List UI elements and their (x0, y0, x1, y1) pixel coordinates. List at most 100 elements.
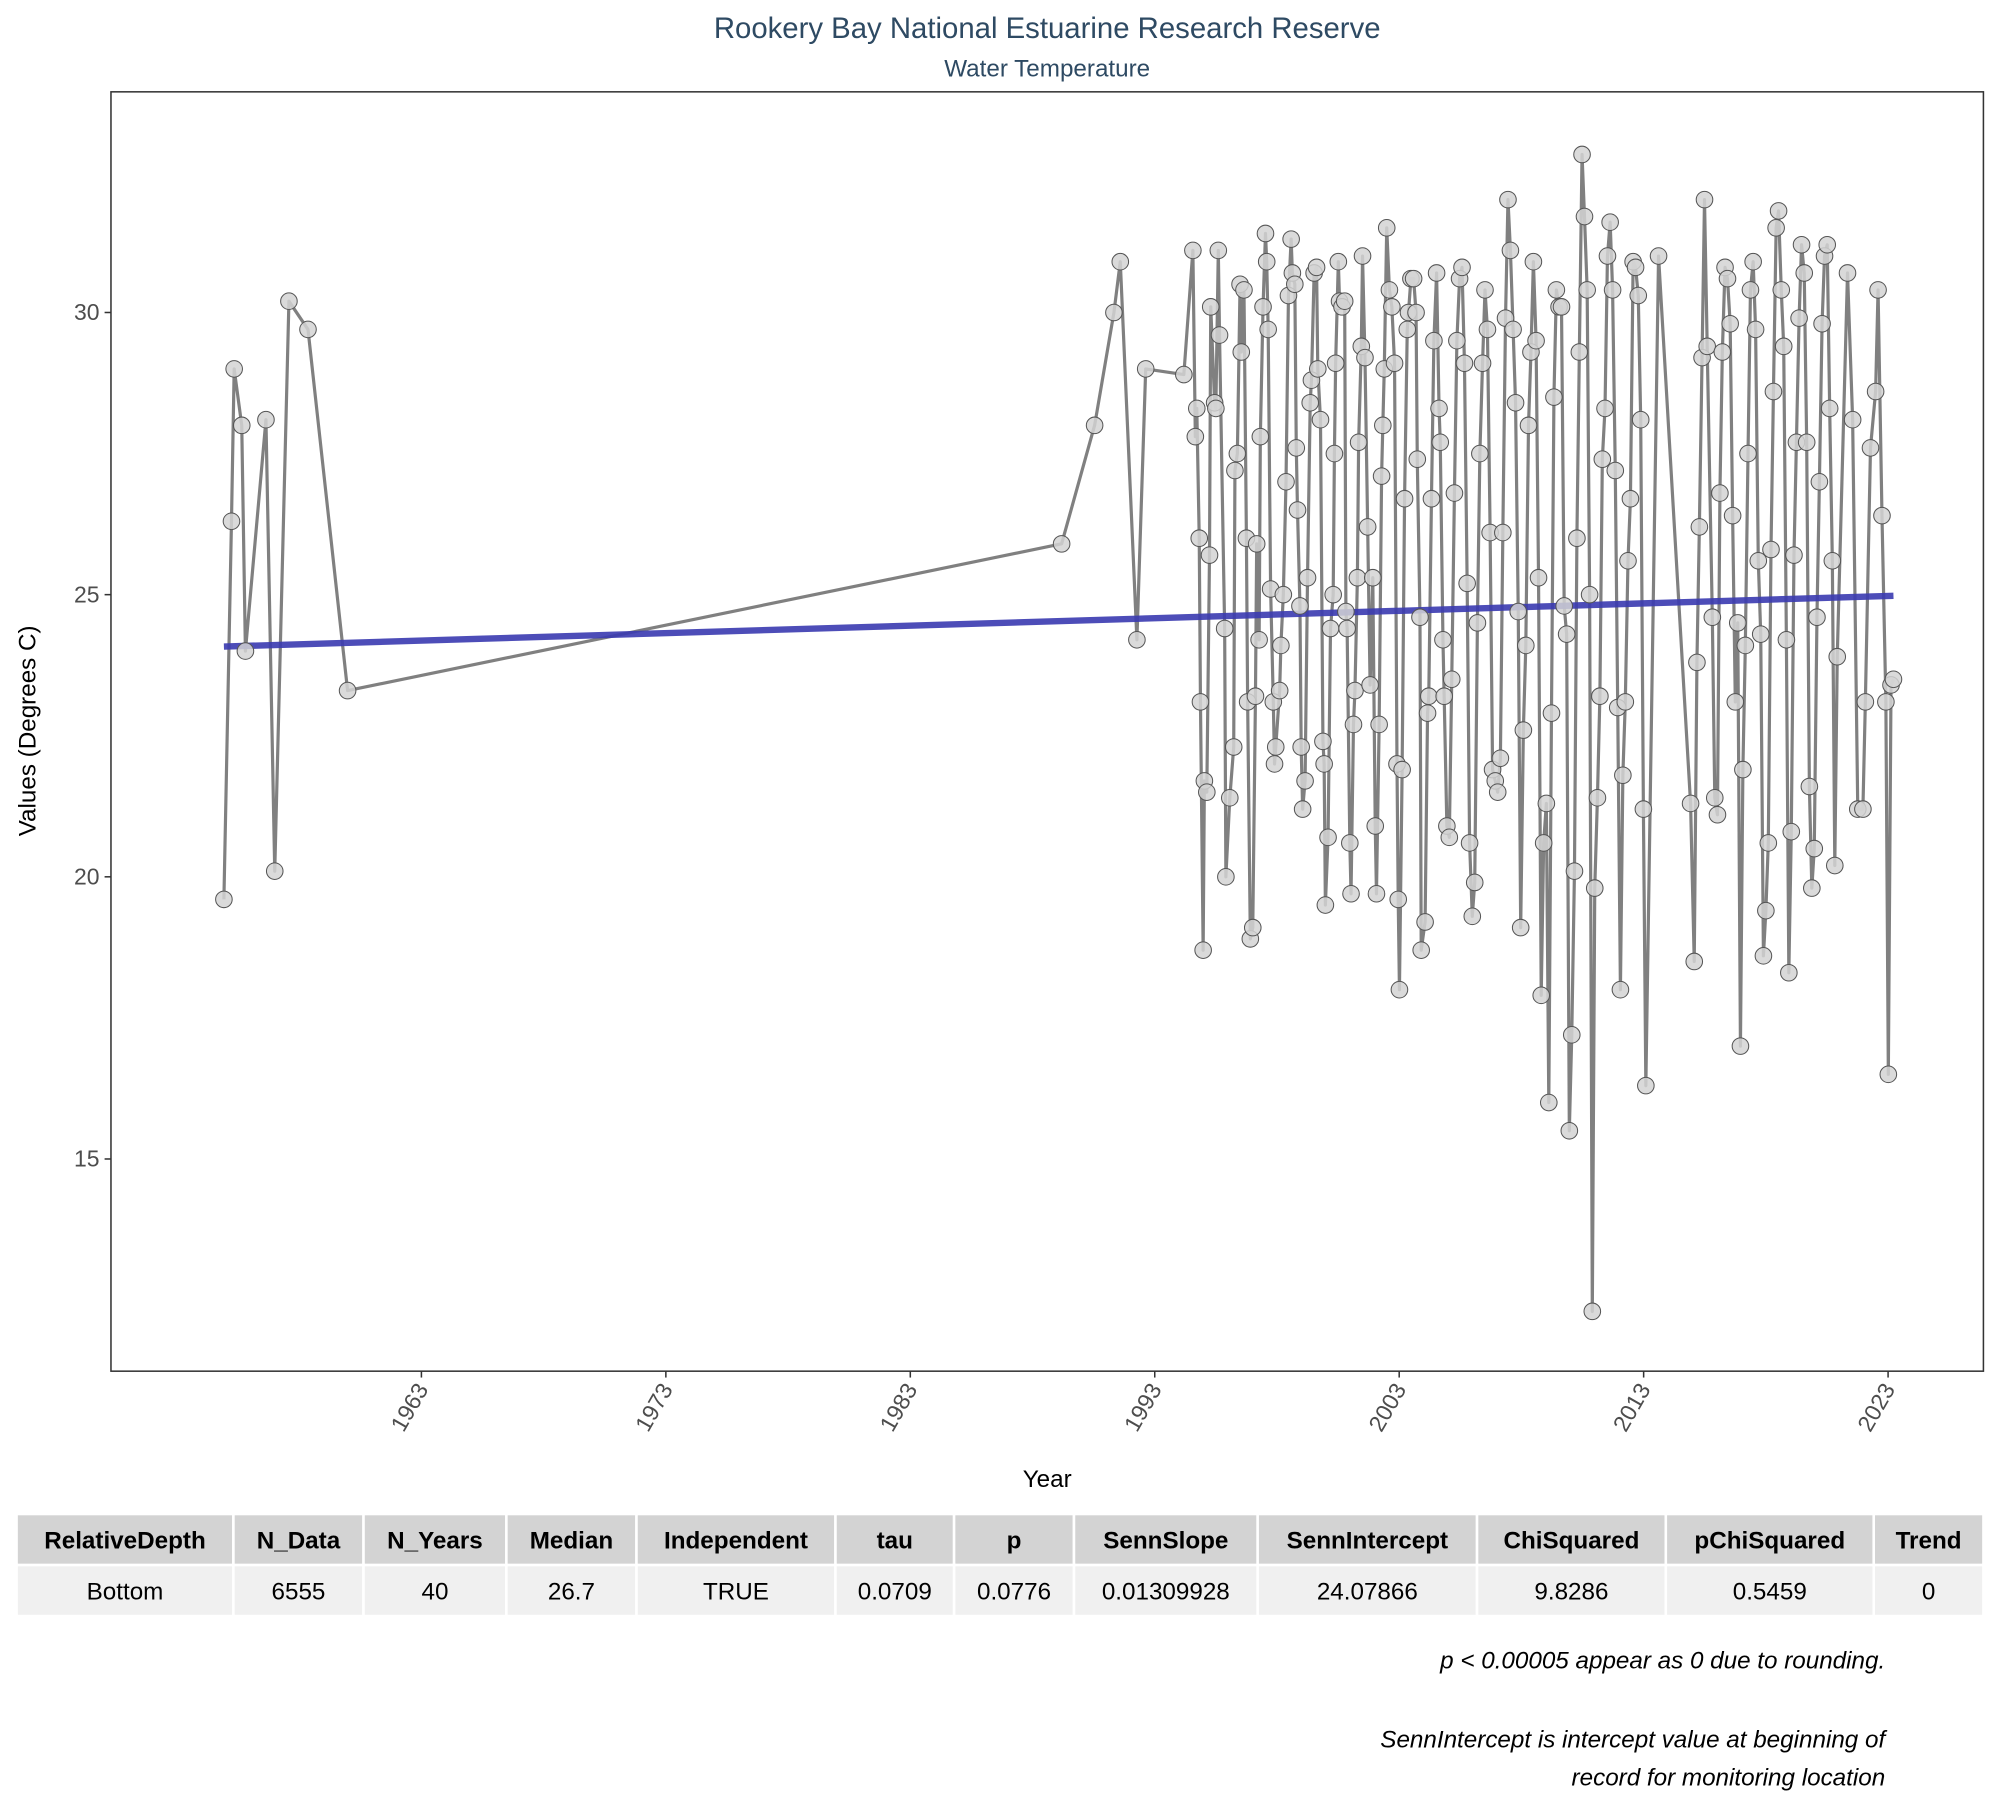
chart-title: Rookery Bay National Estuarine Research … (714, 12, 1381, 45)
data-point (1713, 343, 1732, 361)
trend-line (223, 592, 1894, 650)
data-point (1425, 331, 1443, 350)
header-text: p (1007, 1527, 1022, 1554)
data-point (1380, 281, 1399, 299)
data-point (1757, 901, 1775, 920)
data-point (1562, 1026, 1581, 1044)
data-point (1314, 732, 1332, 751)
data-point (1772, 281, 1791, 299)
data-point (1532, 986, 1551, 1005)
data-point (1215, 619, 1234, 638)
data-point (1621, 489, 1640, 508)
data-point (1573, 145, 1591, 164)
data-point (1792, 235, 1811, 254)
data-point (1494, 523, 1512, 542)
data-point (1358, 518, 1377, 536)
data-point (1509, 602, 1528, 621)
data-point (1243, 918, 1262, 937)
data-point (1649, 247, 1668, 265)
table-cell (362, 1563, 508, 1618)
data-point (1861, 439, 1880, 457)
data-point (1393, 760, 1411, 779)
data-point (1407, 303, 1425, 322)
data-point (1293, 800, 1312, 818)
data-point (1565, 862, 1584, 880)
data-point (1524, 252, 1543, 271)
cell-text: 40 (421, 1578, 448, 1605)
data-point (1478, 320, 1497, 339)
data-point (225, 360, 243, 378)
data-point (1422, 489, 1441, 508)
data-point (1187, 399, 1206, 418)
data-point (1471, 444, 1489, 463)
data-point (1085, 416, 1104, 435)
header-cell (1664, 1512, 1875, 1567)
data-point (1797, 433, 1816, 452)
y-tick-label: 30 (74, 299, 100, 325)
data-point (1440, 828, 1459, 847)
data-point (1448, 331, 1466, 350)
data-point (1810, 472, 1829, 491)
data-point (1408, 450, 1427, 469)
data-point (1292, 738, 1310, 756)
data-point (1879, 1065, 1898, 1084)
data-point (1501, 241, 1520, 260)
data-point (1296, 772, 1314, 790)
data-point (1337, 602, 1355, 621)
data-point (1335, 292, 1354, 311)
data-point (1537, 794, 1556, 813)
data-point (1412, 941, 1430, 959)
data-point (1575, 207, 1594, 226)
data-point (1749, 551, 1768, 570)
note: record for monitoring location (1572, 1765, 1886, 1792)
data-point (1527, 331, 1545, 350)
data-point (1626, 258, 1645, 277)
data-point (1270, 681, 1289, 700)
data-point (1200, 546, 1219, 564)
data-point (1884, 670, 1903, 689)
data-point (1286, 275, 1304, 294)
data-point (1207, 399, 1225, 418)
data-point (1723, 506, 1742, 525)
table-cell (1072, 1563, 1259, 1618)
data-point (1311, 410, 1330, 429)
table-cell (834, 1563, 956, 1618)
data-point (1395, 489, 1414, 508)
data-point (1800, 777, 1819, 796)
data-point (1557, 625, 1576, 643)
cell-text: 0.5459 (1733, 1578, 1807, 1605)
table-cell (232, 1563, 365, 1618)
header-text: SennSlope (1103, 1527, 1228, 1554)
table-cell (1475, 1563, 1668, 1618)
data-point (1588, 789, 1607, 807)
data-point (1220, 789, 1239, 807)
data-point (1341, 834, 1359, 852)
plot-border (110, 91, 1985, 1372)
data-point (1325, 444, 1344, 463)
data-point (1726, 693, 1745, 711)
data-point (1805, 839, 1824, 858)
data-point (1315, 755, 1333, 773)
data-point (257, 410, 275, 429)
data-point (1611, 980, 1630, 999)
y-tick-label: 25 (74, 581, 100, 607)
data-point (1616, 693, 1635, 711)
data-point (1389, 890, 1408, 909)
data-point (1404, 269, 1423, 288)
data-point (1593, 450, 1612, 469)
data-point (1813, 314, 1831, 333)
data-point (1226, 461, 1244, 480)
data-point (1769, 202, 1788, 220)
data-point (1455, 354, 1474, 373)
data-point (1377, 219, 1396, 237)
data-point (1764, 382, 1783, 401)
data-point (1629, 286, 1648, 305)
data-point (1431, 433, 1450, 452)
data-point (1818, 235, 1837, 254)
data-point (1298, 568, 1317, 587)
data-point (1583, 1302, 1602, 1321)
data-point (1370, 715, 1388, 734)
data-point (1767, 219, 1785, 237)
data-point (1795, 264, 1814, 282)
